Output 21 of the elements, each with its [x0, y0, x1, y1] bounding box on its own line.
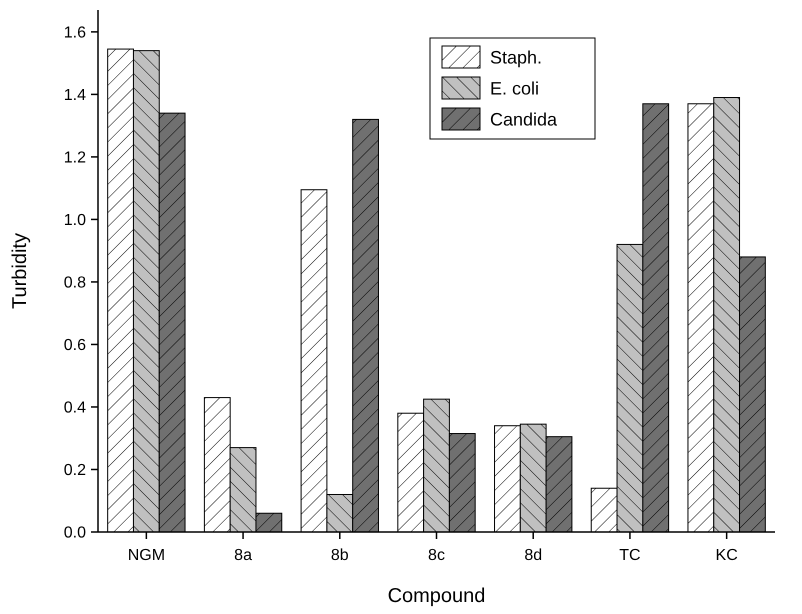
y-tick-label: 1.2: [64, 150, 86, 167]
x-tick-label: KC: [716, 547, 738, 564]
x-axis-title: Compound: [388, 585, 486, 607]
y-tick-label: 1.4: [64, 86, 86, 104]
y-axis-title: Turbidity: [9, 233, 31, 309]
x-tick-label: 8b: [330, 547, 349, 564]
legend-label: Staph.: [490, 47, 542, 68]
y-tick-label: 1.0: [64, 212, 86, 230]
legend-label: Candida: [490, 109, 558, 130]
y-tick-label: 1.6: [64, 24, 86, 42]
x-tick-label: 8c: [428, 547, 445, 564]
x-tick-label: NGM: [128, 547, 166, 564]
y-tick-label: 0.6: [64, 337, 86, 354]
legend-label: E. coli: [490, 78, 540, 98]
y-tick-label: 0.0: [64, 524, 86, 542]
y-tick-label: 0.8: [64, 274, 86, 292]
y-tick-label: 0.4: [64, 400, 86, 417]
x-tick-label: 8a: [234, 547, 252, 564]
y-tick-label: 0.2: [64, 462, 86, 480]
x-tick-label: 8d: [524, 547, 542, 564]
x-tick-label: TC: [619, 547, 641, 564]
